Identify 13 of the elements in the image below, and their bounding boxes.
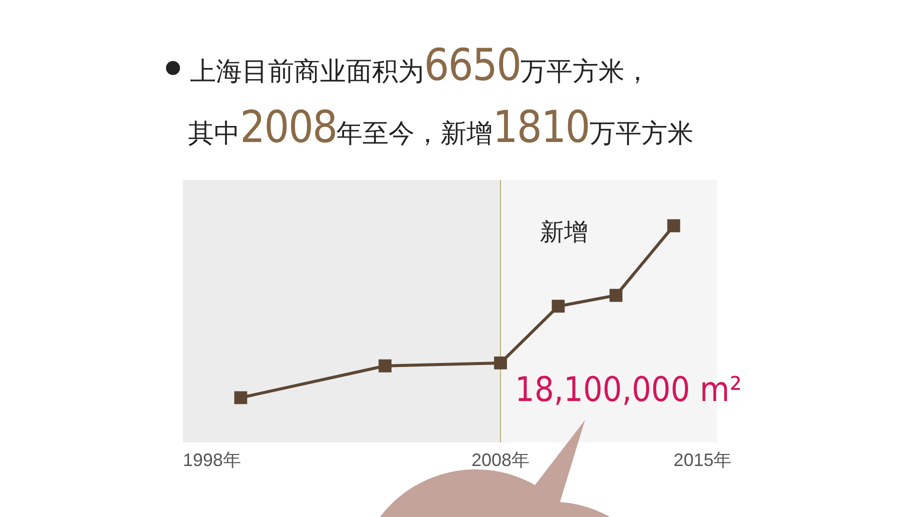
chart-title: 上海目前商业面积为6650万平方米， <box>190 40 651 91</box>
annotation: 新增 <box>540 217 588 248</box>
x-tick-label: 2008年 <box>471 450 530 470</box>
annotation: 18,100,000 m² <box>515 370 742 410</box>
point <box>552 300 565 313</box>
point <box>494 356 507 370</box>
point <box>610 288 622 302</box>
point <box>234 391 248 404</box>
chart-subtitle: 其中2008年至今，新增1810万平方米 <box>188 102 694 153</box>
point <box>378 359 392 372</box>
x-tick-label: 1998年 <box>182 450 241 470</box>
x-tick-label: 2015年 <box>674 450 732 470</box>
point <box>667 219 680 232</box>
